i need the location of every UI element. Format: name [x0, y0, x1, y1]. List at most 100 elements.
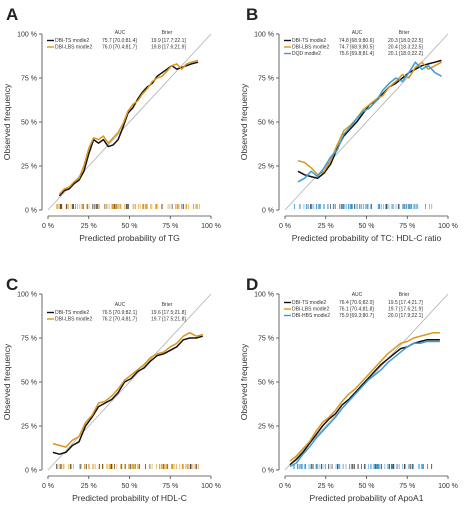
y-tick-label: 50 %: [258, 380, 274, 387]
legend-auc-value: 76.5 [70.9;82.1]: [102, 310, 137, 316]
y-axis-label: Observed frequency: [239, 343, 249, 420]
x-tick-label: 75 %: [399, 483, 415, 490]
series-line-dbi-ts-modle2: [52, 335, 204, 455]
x-tick-label: 0 %: [279, 483, 291, 490]
legend-auc-value: 74.8 [68.9;80.6]: [339, 38, 374, 44]
legend-auc-value: 76.2 [70.4;81.7]: [102, 317, 137, 323]
series-line-dbi-lbs-modle2: [289, 331, 440, 462]
legend-auc-value: 75.6 [69.8;81.4]: [339, 51, 374, 57]
x-axis-label: Predicted probability of HDL-C: [72, 493, 187, 503]
y-tick-label: 50 %: [21, 380, 37, 387]
x-tick-label: 100 %: [201, 223, 221, 230]
legend-series-name: DBI-LBS modle2: [292, 307, 329, 313]
x-axis-label: Predicted probability of TG: [79, 233, 179, 243]
x-tick-label: 0 %: [42, 483, 54, 490]
legend: AUC Brier DBI-TS modle2 74.8 [68.9;80.6] 20.…: [284, 30, 423, 57]
legend-header-auc: AUC: [115, 302, 126, 308]
legend-brier-value: 20.3 [18.0;22.5]: [388, 38, 423, 44]
y-tick-label: 25 %: [21, 424, 37, 431]
legend-brier-value: 19.6 [17.5;21.8]: [151, 310, 186, 316]
y-tick-label: 25 %: [258, 424, 274, 431]
legend-auc-value: 74.7 [68.9;80.5]: [339, 45, 374, 51]
x-tick-label: 75 %: [162, 483, 178, 490]
y-tick-label: 0 %: [262, 468, 274, 475]
series-line-dqd-modle2: [297, 61, 442, 183]
y-tick-label: 100 %: [254, 32, 274, 39]
legend-brier-value: 19.8 [17.6;21.9]: [151, 45, 186, 51]
legend-header-auc: AUC: [115, 30, 126, 36]
legend-auc-value: 76.1 [70.4;81.8]: [339, 307, 374, 313]
legend-series-name: DBI-LBS modle2: [55, 45, 92, 51]
y-tick-label: 75 %: [21, 76, 37, 83]
legend-header-brier: Brier: [399, 30, 410, 36]
legend-series-name: DBI-TS modle2: [292, 300, 326, 306]
ideal-calibration-line: [284, 33, 449, 211]
legend-auc-value: 75.7 [70.0;81.4]: [102, 38, 137, 44]
y-axis-label: Observed frequency: [2, 343, 12, 420]
panel-letter: A: [6, 5, 18, 24]
x-tick-label: 100 %: [438, 483, 458, 490]
x-axis-label: Predicted probability of TC: HDL-C ratio: [292, 233, 442, 243]
y-tick-label: 0 %: [25, 468, 37, 475]
legend-brier-value: 19.5 [17.4;21.7]: [388, 300, 423, 306]
x-tick-label: 0 %: [279, 223, 291, 230]
y-tick-label: 100 %: [17, 292, 37, 299]
legend-brier-value: 20.4 [18.3;22.5]: [388, 45, 423, 51]
y-axis-label: Observed frequency: [239, 83, 249, 160]
panel-a: A 0 % 25 % 50 % 75 % 100 % 0 % 25 % 50 % 75 % 100 …: [2, 5, 221, 243]
x-tick-label: 50 %: [122, 223, 138, 230]
panel-d: D 0 % 25 % 50 % 75 % 100 % 0 % 25 % 50 % 75 % 100 …: [239, 275, 458, 503]
legend-header-brier: Brier: [399, 292, 410, 298]
legend-brier-value: 19.7 [17.5;21.8]: [151, 317, 186, 323]
y-tick-label: 50 %: [21, 120, 37, 127]
y-tick-label: 75 %: [258, 76, 274, 83]
legend-auc-value: 76.0 [70.4;81.7]: [102, 45, 137, 51]
series-line-dbi-lbs-modle2: [52, 331, 203, 448]
legend-header-brier: Brier: [162, 302, 173, 308]
x-tick-label: 25 %: [318, 483, 334, 490]
legend-series-name: DBI-TS modle2: [292, 38, 326, 44]
panel-c: C 0 % 25 % 50 % 75 % 100 % 0 % 25 % 50 % 75 % 100 …: [2, 275, 221, 503]
legend-brier-value: 20.1 [18.0;22.2]: [388, 51, 423, 57]
y-tick-label: 50 %: [258, 120, 274, 127]
legend-series-name: DBI-LBS modle2: [292, 45, 329, 51]
x-tick-label: 25 %: [81, 483, 97, 490]
x-tick-label: 100 %: [201, 483, 221, 490]
legend-brier-value: 19.9 [17.7;22.1]: [151, 38, 186, 44]
legend: AUC Brier DBI-TS modle2 75.7 [70.0;81.4] 19.…: [47, 30, 186, 51]
y-tick-label: 100 %: [254, 292, 274, 299]
x-tick-label: 75 %: [162, 223, 178, 230]
legend-auc-value: 76.4 [70.6;82.0]: [339, 300, 374, 306]
legend: AUC Brier DBI-TS modle2 76.5 [70.9;82.1] 19.…: [47, 302, 186, 323]
y-tick-label: 75 %: [258, 336, 274, 343]
y-tick-label: 0 %: [262, 208, 274, 215]
legend-header-auc: AUC: [352, 292, 363, 298]
legend-brier-value: 19.7 [17.6;21.9]: [388, 307, 423, 313]
legend: AUC Brier DBI-TS modle2 76.4 [70.6;82.0] 19.…: [284, 292, 423, 319]
x-tick-label: 50 %: [359, 483, 375, 490]
legend-auc-value: 75.9 [69.3;80.7]: [339, 313, 374, 319]
panel-letter: B: [246, 5, 258, 24]
series-line-dbi-lbs-modle2: [58, 59, 199, 195]
legend-brier-value: 20.0 [17.9;22.1]: [388, 313, 423, 319]
x-axis-label: Predicted probability of ApoA1: [310, 493, 424, 503]
series-line-dbi-ts-modle2: [289, 339, 440, 466]
legend-header-brier: Brier: [162, 30, 173, 36]
series-line-dbi-ts-modle2: [297, 59, 442, 180]
x-tick-label: 100 %: [438, 223, 458, 230]
legend-series-name: DQD modle2: [292, 51, 321, 57]
x-tick-label: 75 %: [399, 223, 415, 230]
x-tick-label: 25 %: [318, 223, 334, 230]
panel-letter: D: [246, 275, 258, 294]
panel-b: B 0 % 25 % 50 % 75 % 100 % 0 % 25 % 50 % 75 % 100 …: [239, 5, 458, 243]
x-tick-label: 0 %: [42, 223, 54, 230]
legend-series-name: DBI-TS modle2: [55, 310, 89, 316]
y-tick-label: 25 %: [21, 164, 37, 171]
series-line-dbi-hbs-modle2: [289, 340, 440, 468]
legend-series-name: DBI-HBS modle2: [292, 313, 330, 319]
ideal-calibration-line: [47, 293, 212, 471]
series-line-dbi-lbs-modle2: [297, 61, 442, 176]
x-tick-label: 50 %: [122, 483, 138, 490]
legend-series-name: DBI-LBS modle2: [55, 317, 92, 323]
panel-letter: C: [6, 275, 18, 294]
